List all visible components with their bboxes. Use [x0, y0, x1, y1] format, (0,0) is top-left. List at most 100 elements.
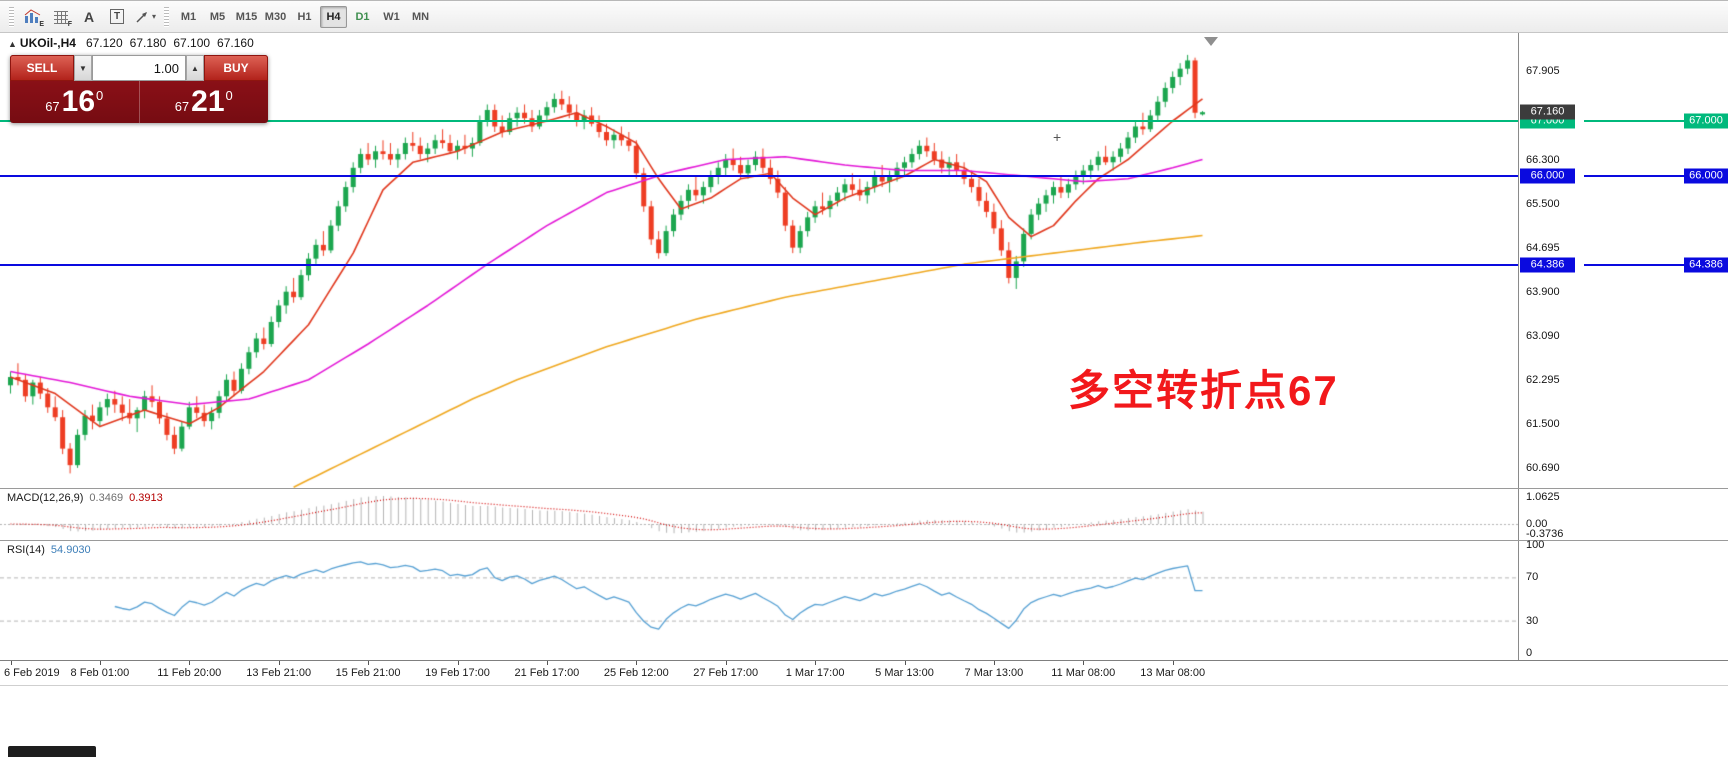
price-axis-label: 60.690	[1526, 462, 1560, 475]
price-line-label-box: 66.000	[1520, 168, 1575, 184]
price-axis-label: 65.500	[1526, 197, 1560, 210]
rsi-axis-label: 30	[1526, 614, 1539, 627]
timeframe-group: M1 M5 M15 M30 H1 H4 D1 W1 MN	[174, 5, 435, 28]
price-axis-label: 63.090	[1526, 330, 1560, 343]
price-axis-label: 67.905	[1526, 65, 1560, 78]
timeframe-button-MN[interactable]: MN	[411, 10, 430, 23]
time-tick	[1172, 661, 1174, 665]
buy-button[interactable]: BUY	[204, 55, 268, 81]
textbox-tool-icon[interactable]: T	[104, 5, 130, 29]
time-label: 8 Feb 01:00	[70, 667, 130, 679]
timeframe-button-M15[interactable]: M15	[235, 10, 258, 23]
time-tick	[1083, 661, 1085, 665]
sell-price-pip: 0	[96, 87, 104, 103]
time-label: 19 Feb 17:00	[425, 667, 490, 679]
time-tick	[636, 661, 638, 665]
crosshair-marker: +	[1053, 129, 1062, 145]
timeframe-button-D1[interactable]: D1	[355, 10, 370, 23]
symbol-period-label: UKOil-,H4	[19, 36, 76, 50]
macd-axis-label: 1.0625	[1526, 490, 1560, 503]
ohlc-open: 67.120	[85, 36, 123, 50]
rsi-axis-label: 100	[1526, 539, 1545, 551]
ohlc-low: 67.100	[173, 36, 211, 50]
ohlc-high: 67.180	[129, 36, 167, 50]
buy-price-prefix: 67	[174, 98, 190, 114]
edge-price-box: 67.000	[1684, 113, 1728, 129]
time-tick	[904, 661, 906, 665]
chart-annotation: 多空转折点67	[1068, 367, 1339, 414]
macd-canvas	[0, 489, 1518, 540]
time-tick	[993, 661, 995, 665]
time-label: 15 Feb 21:00	[335, 667, 401, 679]
time-axis: 6 Feb 2019 8 Feb 01:00 11 Feb 20:00 13 Feb …	[0, 660, 1728, 685]
toolbar-grip[interactable]	[9, 6, 14, 27]
time-tick	[546, 661, 548, 665]
timeframe-button-M5[interactable]: M5	[209, 10, 226, 23]
time-label: 6 Feb 2019	[4, 667, 60, 679]
bid-price-box: 67.160	[1520, 104, 1575, 120]
experts-icon[interactable]: E	[20, 5, 46, 29]
time-label: 13 Feb 21:00	[246, 667, 312, 679]
macd-axis-label: -0.3736	[1526, 527, 1564, 540]
time-tick	[10, 661, 12, 665]
buy-price-display[interactable]: 67 21 0	[138, 81, 269, 123]
volume-increase-button[interactable]: ▲	[186, 55, 204, 81]
shapes-tool-icon[interactable]: ▾	[132, 5, 158, 29]
ohlc-close: 67.160	[217, 36, 254, 50]
text-tool-icon[interactable]: A	[83, 8, 95, 25]
time-tick	[368, 661, 370, 665]
time-label: 11 Feb 20:00	[157, 667, 222, 679]
sell-price-main: 16	[61, 85, 96, 118]
time-tick	[99, 661, 101, 665]
symbol-icon: ▲	[8, 39, 17, 49]
chart-header: ▲ UKOil-,H4 67.120 67.180 67.100 67.160	[8, 36, 261, 50]
bottom-strip	[0, 685, 1728, 757]
macd-value-main: 0.3469	[89, 492, 124, 504]
volume-decrease-button[interactable]: ▼	[74, 55, 92, 81]
time-tick	[278, 661, 280, 665]
sell-price-prefix: 67	[45, 98, 60, 114]
price-axis-label: 62.295	[1526, 374, 1560, 387]
sell-button[interactable]: SELL	[10, 55, 74, 81]
grid-icon[interactable]: F	[48, 5, 74, 29]
macd-panel: MACD(12,26,9) 0.3469 0.3913 1.0625 0.00 -0.3…	[0, 488, 1728, 540]
macd-label: MACD(12,26,9) 0.3469 0.3913	[7, 492, 163, 504]
buy-price-main: 21	[191, 85, 225, 118]
taskbar-fragment	[8, 746, 96, 757]
price-hline-64.386[interactable]	[0, 263, 1728, 266]
toolbar: E F A T ▾ M1 M5 M15 M30 H1 H4 D1 W1 MN	[0, 1, 1728, 33]
timeframe-button-H4[interactable]: H4	[320, 5, 347, 28]
time-label: 13 Mar 08:00	[1140, 667, 1206, 679]
sell-price-display[interactable]: 67 16 0	[10, 81, 139, 123]
price-hline-67.000[interactable]	[0, 119, 1728, 122]
price-axis: 67.000 66.000 64.386 67.905 66.300 65.500 64.6…	[1518, 33, 1584, 488]
volume-input[interactable]	[92, 55, 186, 81]
timeframe-button-W1[interactable]: W1	[383, 10, 400, 23]
timeframe-button-M30[interactable]: M30	[264, 10, 287, 23]
price-line-label-box: 64.386	[1520, 257, 1575, 273]
toolbar-grip-2[interactable]	[164, 6, 169, 27]
timeframe-button-M1[interactable]: M1	[180, 10, 197, 23]
time-label: 5 Mar 13:00	[875, 667, 934, 679]
time-tick	[189, 661, 191, 665]
time-label: 21 Feb 17:00	[514, 667, 580, 679]
rsi-axis-label: 70	[1526, 571, 1539, 584]
rsi-label: RSI(14) 54.9030	[7, 544, 91, 556]
time-tick	[457, 661, 459, 665]
rsi-name: RSI(14)	[7, 544, 45, 556]
price-hline-66.000[interactable]	[0, 175, 1728, 178]
rsi-axis-label: 0	[1526, 647, 1533, 659]
time-tick	[815, 661, 817, 665]
macd-name: MACD(12,26,9)	[7, 492, 84, 504]
time-label: 11 Mar 08:00	[1051, 667, 1116, 679]
rsi-value: 54.9030	[50, 544, 91, 556]
chart-shift-marker[interactable]	[1204, 37, 1218, 46]
timeframe-button-H1[interactable]: H1	[297, 10, 312, 23]
macd-axis: 1.0625 0.00 -0.3736	[1518, 489, 1584, 540]
macd-axis-label: 0.00	[1526, 518, 1548, 530]
buy-price-pip: 0	[225, 87, 233, 103]
price-axis-label: 66.300	[1526, 153, 1560, 166]
rsi-axis: 100 70 30 0	[1518, 539, 1584, 660]
rsi-canvas	[0, 541, 1518, 660]
macd-value-signal: 0.3913	[129, 492, 163, 504]
